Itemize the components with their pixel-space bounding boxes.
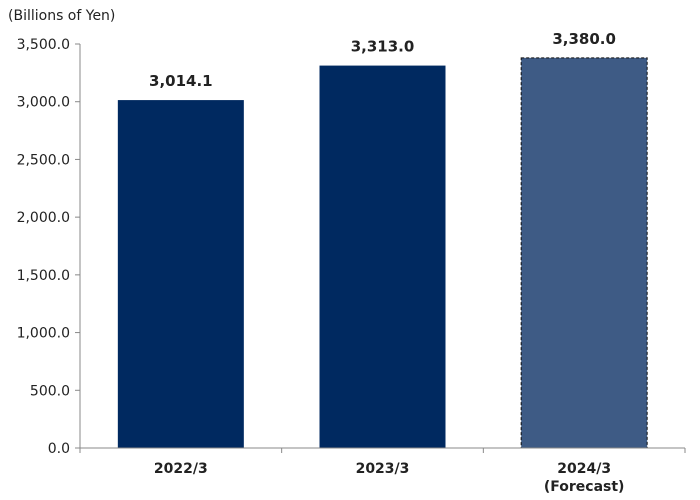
data-label: 3,380.0 xyxy=(552,30,616,48)
x-tick-label: 2023/3 xyxy=(356,461,410,477)
bar xyxy=(319,65,446,448)
y-tick-label: 2,000.0 xyxy=(17,210,70,226)
x-tick-label: 2022/3 xyxy=(154,461,208,477)
x-tick-label: 2024/3 xyxy=(557,461,611,477)
y-axis-ticks: 0.0 500.0 1,000.0 1,500.0 2,000.0 2,500.0 3,00… xyxy=(17,37,80,457)
bar-forecast xyxy=(520,57,648,449)
value-labels-group: 3,014.1 3,313.0 3,380.0 xyxy=(149,30,616,90)
x-tick-sublabel: (Forecast) xyxy=(544,479,625,495)
axes xyxy=(79,44,686,453)
y-tick-label: 1,500.0 xyxy=(17,268,70,284)
y-tick-label: 0.0 xyxy=(48,441,70,457)
y-unit-label: (Billions of Yen) xyxy=(8,8,115,24)
bar xyxy=(117,100,244,449)
y-tick-label: 2,500.0 xyxy=(17,152,70,168)
x-axis-labels: 2022/3 2023/3 2024/3 (Forecast) xyxy=(154,461,625,495)
y-tick-label: 500.0 xyxy=(30,383,70,399)
y-tick-label: 1,000.0 xyxy=(17,326,70,342)
bars-group xyxy=(117,57,648,449)
y-tick-label: 3,500.0 xyxy=(17,37,70,53)
data-label: 3,014.1 xyxy=(149,72,213,90)
y-tick-label: 3,000.0 xyxy=(17,95,70,111)
data-label: 3,313.0 xyxy=(351,38,415,56)
